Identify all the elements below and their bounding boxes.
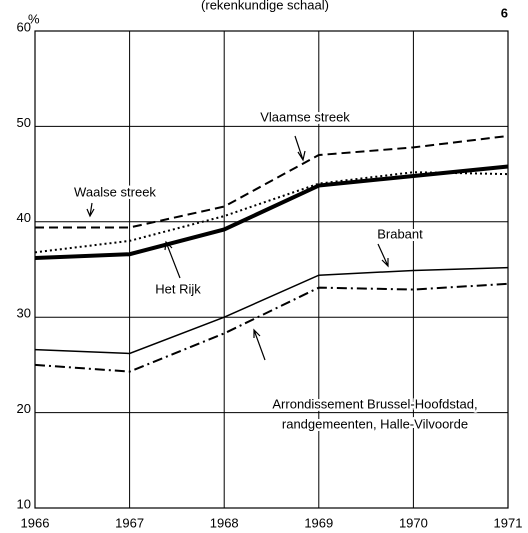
y-axis-label: % [28,11,40,26]
arrow [164,240,181,279]
arrows [86,135,389,361]
series-label: Arrondissement Brussel-Hoofdstad, [272,396,477,411]
x-tick-label: 1966 [21,515,50,530]
arrow [253,328,266,361]
chart-subtitle: (rekenkundige schaal) [201,0,329,12]
x-tick-label: 1971 [494,515,523,530]
y-tick-label: 60 [17,19,31,34]
x-tick-label: 1970 [399,515,428,530]
arrow [377,243,389,268]
y-tick-label: 20 [17,401,31,416]
page-number: 6 [501,5,508,20]
y-tick-label: 40 [17,210,31,225]
x-tick-label: 1969 [304,515,333,530]
annotation: randgemeenten, Halle-Vilvoorde [282,416,468,431]
x-tick-label: 1968 [210,515,239,530]
y-tick-label: 30 [17,306,31,321]
x-tick-label: 1967 [115,515,144,530]
series-line [34,164,509,261]
y-tick-label: 50 [17,115,31,130]
series-label: Brabant [377,226,423,241]
y-tick-label: 10 [17,496,31,511]
series-label: Vlaamse streek [260,109,350,124]
series-label: Waalse streek [74,184,156,199]
series-line [34,282,509,373]
series-label: Het Rijk [155,281,201,296]
series-line [35,134,509,229]
arrow [294,135,306,162]
arrow [86,202,95,218]
series-line [34,266,509,355]
